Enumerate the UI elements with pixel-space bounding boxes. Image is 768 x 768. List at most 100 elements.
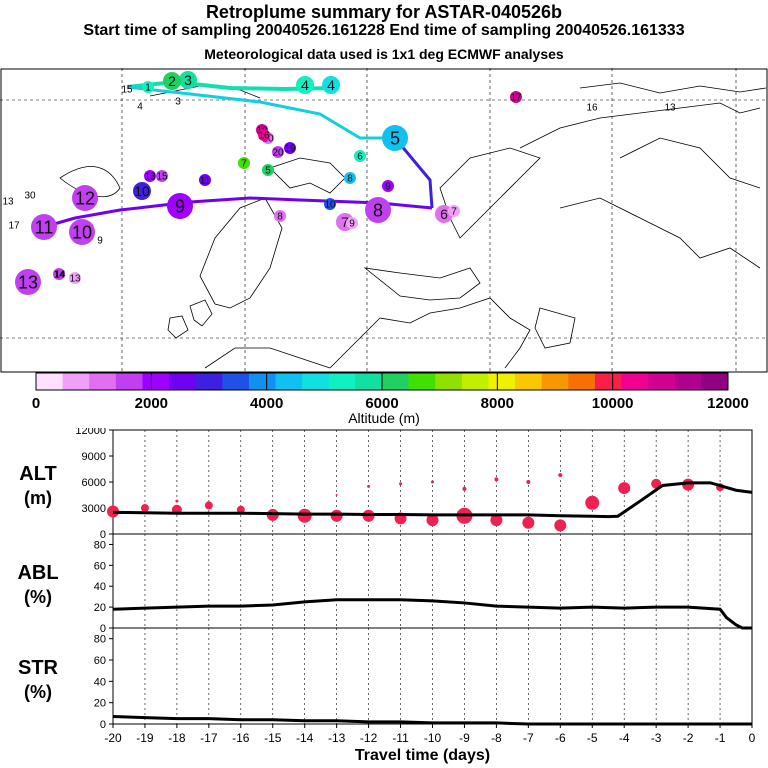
colorbar-segment — [594, 373, 623, 390]
altitude-point — [522, 516, 535, 529]
cluster-label: 30 — [24, 191, 36, 202]
colorbar-tick-label: 4000 — [250, 395, 283, 412]
cluster-label: 3 — [175, 97, 181, 108]
colorbar-segment — [275, 373, 303, 390]
colorbar-segment — [115, 373, 143, 390]
x-tick-label: -4 — [619, 731, 630, 745]
cluster-marker — [365, 197, 391, 223]
altitude-point — [585, 495, 600, 510]
y-tick-label: 60 — [94, 655, 106, 667]
cluster-marker — [31, 214, 57, 240]
x-tick-label: -9 — [459, 731, 470, 745]
panel-unit: (m) — [24, 488, 52, 508]
cluster-label: 17 — [510, 93, 522, 104]
cluster-marker — [284, 142, 296, 154]
cluster-marker — [72, 185, 98, 211]
cluster-label: 13 — [664, 103, 676, 114]
panel-label: ALT — [19, 463, 56, 485]
retroplume-map: 1314131110129876544321101115131820198996… — [0, 68, 768, 373]
altitude-point — [399, 482, 403, 486]
cluster-label: 4 — [327, 77, 335, 93]
cluster-marker — [382, 125, 408, 151]
cluster-marker — [156, 170, 168, 182]
colorbar-segment — [382, 373, 410, 390]
cluster-marker — [382, 180, 394, 192]
cluster-label: 12 — [75, 188, 95, 208]
colorbar-segments — [36, 373, 729, 390]
altitude-point — [335, 494, 338, 496]
altitude-point — [490, 514, 503, 527]
cluster-label: 5 — [390, 128, 400, 148]
panel-label: ABL — [17, 562, 58, 584]
x-tick-label: -16 — [232, 731, 250, 745]
cluster-marker — [167, 193, 193, 219]
colorbar-segment — [621, 373, 649, 390]
plume-track-segment — [393, 137, 434, 209]
colorbar-tick-label: 2000 — [135, 395, 168, 412]
y-tick-label: 12000 — [75, 428, 106, 437]
x-tick-label: -20 — [104, 731, 122, 745]
colorbar-segment — [541, 373, 569, 390]
cluster-label: 2 — [168, 73, 176, 89]
altitude-point — [431, 480, 434, 484]
met-data-note: Meteorological data used is 1x1 deg ECMW… — [204, 46, 564, 62]
cluster-marker — [448, 205, 460, 217]
x-tick-label: -14 — [296, 731, 314, 745]
altitude-point — [204, 501, 213, 510]
x-tick-label: -18 — [168, 731, 186, 745]
cluster-label: 10 — [324, 200, 336, 211]
y-tick-label: 6000 — [82, 477, 106, 489]
y-tick-label: 80 — [94, 634, 106, 646]
cluster-marker — [133, 182, 151, 200]
cluster-marker — [53, 268, 65, 280]
cluster-marker — [296, 76, 314, 94]
panel-unit: (%) — [24, 682, 52, 702]
cluster-marker — [142, 81, 154, 93]
y-tick-label: 40 — [94, 581, 106, 593]
cluster-marker — [238, 157, 250, 169]
time-series-panels: 030006000900012000ALT(m)020406080ABL(%)0… — [17, 428, 755, 764]
cluster-marker — [179, 71, 197, 89]
plume-track-segment — [39, 196, 433, 230]
x-tick-label: -12 — [360, 731, 378, 745]
sampling-times: Start time of sampling 20040526.161228 E… — [83, 22, 685, 39]
altitude-point — [297, 508, 312, 523]
series-line — [112, 481, 753, 519]
cluster-label: 4 — [137, 102, 143, 113]
colorbar-segment — [648, 373, 676, 390]
colorbar-segment — [36, 373, 64, 390]
colorbar-segment — [328, 373, 356, 390]
altitude-point — [367, 484, 371, 488]
y-tick-label: 20 — [94, 602, 106, 614]
cluster-marker — [274, 210, 286, 222]
y-tick-label: 20 — [94, 698, 106, 710]
cluster-label: 14 — [53, 270, 65, 281]
colorbar-segment — [408, 373, 436, 390]
cluster-label: 15 — [156, 172, 168, 183]
cluster-marker — [262, 164, 274, 176]
altitude-point — [462, 486, 467, 491]
colorbar-segment — [701, 373, 729, 390]
altitude-point — [494, 477, 499, 482]
colorbar-segment — [62, 373, 90, 390]
colorbar-segment — [142, 373, 170, 390]
cluster-marker — [324, 198, 336, 210]
cluster-label: 16 — [258, 131, 270, 142]
cluster-marker — [354, 150, 366, 162]
cluster-label: 7 — [241, 159, 247, 170]
colorbar-ticks: 0 2000 4000 6000 8000 10000 12000 — [32, 373, 749, 412]
altitude-point — [175, 499, 179, 503]
x-tick-label: -19 — [136, 731, 154, 745]
colorbar-segment — [488, 373, 516, 390]
colorbar-tick-label: 0 — [32, 395, 40, 412]
cluster-label: 6 — [440, 206, 448, 222]
colorbar-segment — [355, 373, 383, 390]
colorbar-label: Altitude (m) — [348, 410, 420, 426]
colorbar-segment — [568, 373, 596, 390]
cluster-marker — [199, 174, 211, 186]
y-tick-label: 60 — [94, 560, 106, 572]
colorbar-segment — [461, 373, 489, 390]
cluster-label: 14 — [54, 270, 66, 281]
cluster-label: 7 — [451, 207, 457, 218]
cluster-label: 4 — [301, 77, 309, 93]
